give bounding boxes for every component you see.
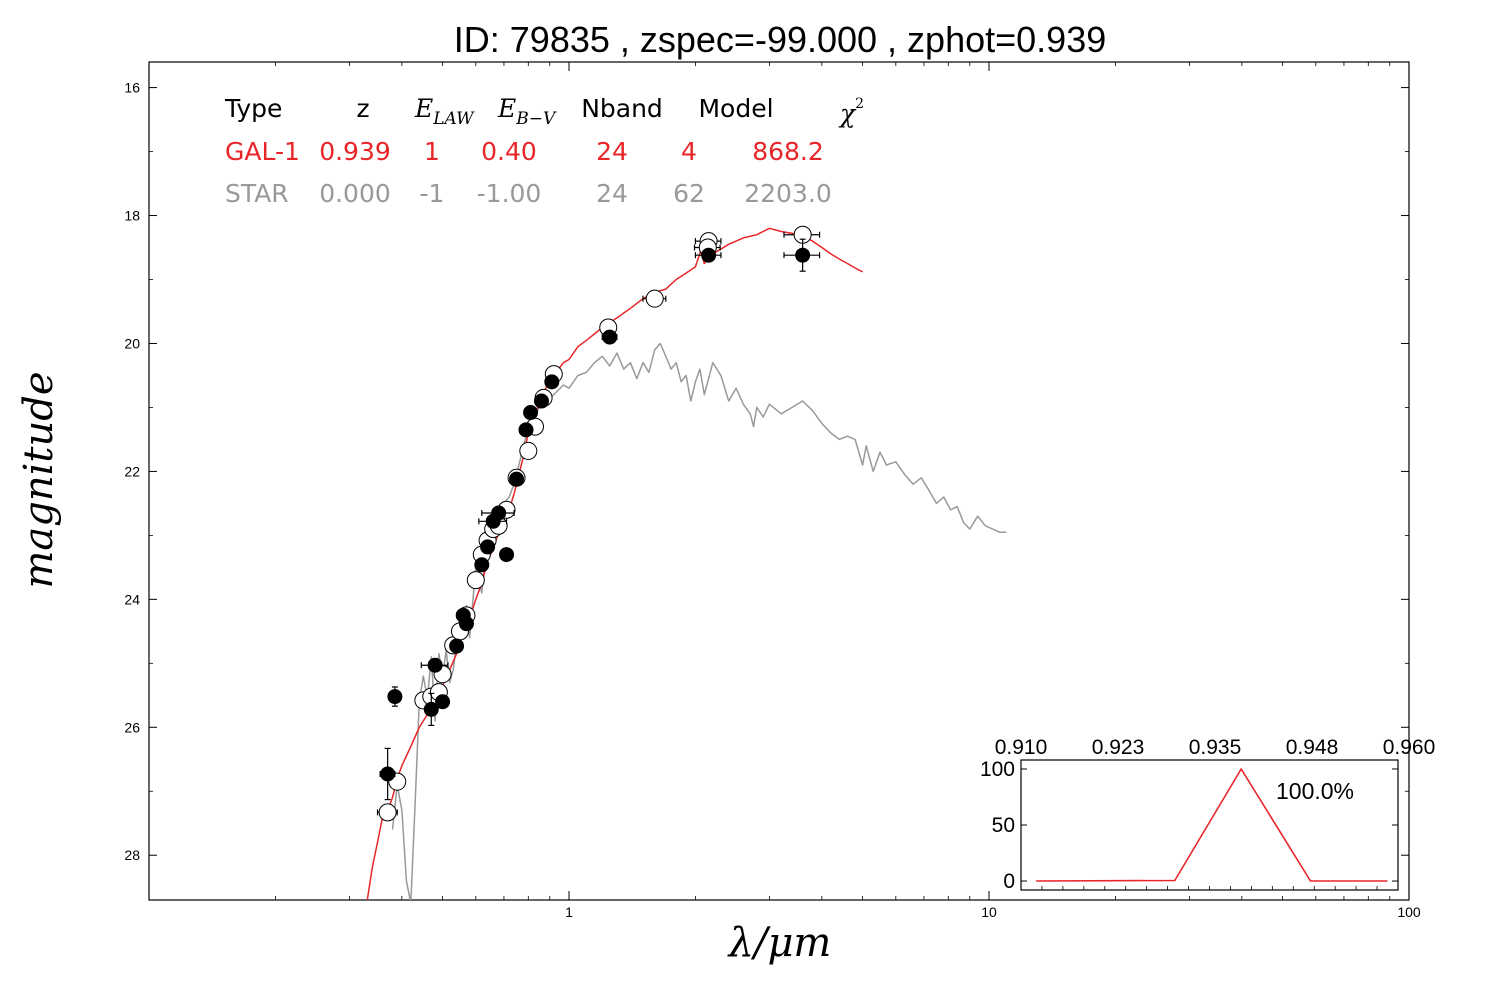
inset-y-tick-label: 50 xyxy=(992,814,1015,837)
inset-percent-label: 100.0% xyxy=(1276,778,1354,804)
table-cell: 24 xyxy=(596,179,628,208)
photometry-point-filled xyxy=(423,692,439,726)
photometry-point-filled xyxy=(379,747,396,801)
series-line-star xyxy=(391,342,1007,900)
table-cell: 868.2 xyxy=(752,137,824,166)
photometry-point-filled xyxy=(481,505,515,521)
photometry-point-filled xyxy=(523,405,539,421)
series-layer xyxy=(366,227,1007,900)
table-header-chi2: χ2 xyxy=(838,96,864,128)
fit-summary-table: Type z ELAW EB−V Nband Model χ2 GAL-1 0.9… xyxy=(224,94,864,208)
redshift-pdf-inset: 0.910 0.923 0.935 0.948 0.960 0 50 100 100.0% xyxy=(980,736,1435,893)
table-cell: 0.000 xyxy=(319,179,391,208)
inset-frame xyxy=(1020,759,1399,891)
photometry-point-filled xyxy=(449,638,465,654)
x-axis-title: λ/μm xyxy=(727,920,832,966)
y-axis-ticks: 16 18 20 22 24 26 28 xyxy=(124,80,1409,863)
table-cell: GAL-1 xyxy=(225,137,300,166)
table-cell: 0.40 xyxy=(481,137,537,166)
photometry-point-open xyxy=(519,441,538,460)
y-tick-label: 26 xyxy=(124,719,140,735)
table-cell: 2203.0 xyxy=(744,179,831,208)
table-cell: -1 xyxy=(420,179,445,208)
table-cell: 1 xyxy=(424,137,440,166)
y-axis-title: magnitude xyxy=(16,371,62,588)
table-cell: 0.939 xyxy=(319,137,391,166)
photometry-points xyxy=(376,225,821,822)
table-header-nband: Nband xyxy=(581,94,663,123)
photometry-point-filled xyxy=(387,686,403,707)
inset-pdf-line xyxy=(1036,767,1388,882)
photometry-point-filled xyxy=(474,557,490,573)
chart-title: ID: 79835 , zspec=-99.000 , zphot=0.939 xyxy=(454,19,1106,60)
table-cell: 62 xyxy=(673,179,705,208)
photometry-point-filled xyxy=(480,539,496,555)
photometry-point-filled xyxy=(518,422,534,438)
y-tick-label: 16 xyxy=(124,80,140,96)
x-axis-ticks: 1 10 100 xyxy=(275,62,1421,920)
inset-x-tick-label: 0.960 xyxy=(1383,736,1436,759)
inset-y-tick-label: 0 xyxy=(1003,870,1015,893)
photometry-point-filled xyxy=(694,247,722,263)
y-tick-label: 18 xyxy=(124,208,140,224)
inset-series xyxy=(1036,767,1388,882)
photometry-point-open xyxy=(376,803,398,822)
photometry-point-filled xyxy=(420,657,449,673)
photometry-point-open xyxy=(783,225,821,244)
table-header-type: Type xyxy=(224,94,282,123)
x-tick-label: 10 xyxy=(981,904,997,920)
photometry-point-open xyxy=(466,571,485,590)
inset-y-tick-label: 100 xyxy=(980,758,1015,781)
table-header-z: z xyxy=(356,94,369,123)
table-cell: -1.00 xyxy=(477,179,542,208)
inset-x-tick-label: 0.923 xyxy=(1092,736,1145,759)
table-header-e-bv: EB−V xyxy=(497,94,557,129)
plot-frame xyxy=(148,61,1410,901)
inset-x-tick-label: 0.935 xyxy=(1189,736,1242,759)
photometry-point-filled xyxy=(435,694,451,710)
y-tick-label: 24 xyxy=(124,591,140,607)
photometry-point-filled xyxy=(509,471,525,487)
x-tick-label: 100 xyxy=(1397,904,1421,920)
photometry-point-filled xyxy=(533,393,549,409)
inset-x-tick-label: 0.910 xyxy=(995,736,1048,759)
table-cell: STAR xyxy=(225,179,289,208)
x-tick-label: 1 xyxy=(565,904,573,920)
inset-ticks: 0.910 0.923 0.935 0.948 0.960 0 50 100 xyxy=(980,736,1435,893)
table-cell: 4 xyxy=(681,137,697,166)
photometry-point-open xyxy=(642,289,667,308)
photometry-point-filled xyxy=(544,374,560,390)
inset-x-tick-label: 0.948 xyxy=(1286,736,1339,759)
table-header-e-law: ELAW xyxy=(414,94,475,129)
y-tick-label: 22 xyxy=(124,463,140,479)
table-rows: GAL-1 0.939 1 0.40 24 4 868.2 STAR 0.000 -1 -1.00 2… xyxy=(225,137,832,208)
y-tick-label: 20 xyxy=(124,335,140,351)
photometry-point-filled xyxy=(783,238,821,272)
table-header-model: Model xyxy=(698,94,773,123)
photometry-point-filled xyxy=(458,616,474,632)
photometry-point-filled xyxy=(499,547,515,563)
table-cell: 24 xyxy=(596,137,628,166)
photometry-point-filled xyxy=(601,329,618,345)
y-tick-label: 28 xyxy=(124,847,140,863)
